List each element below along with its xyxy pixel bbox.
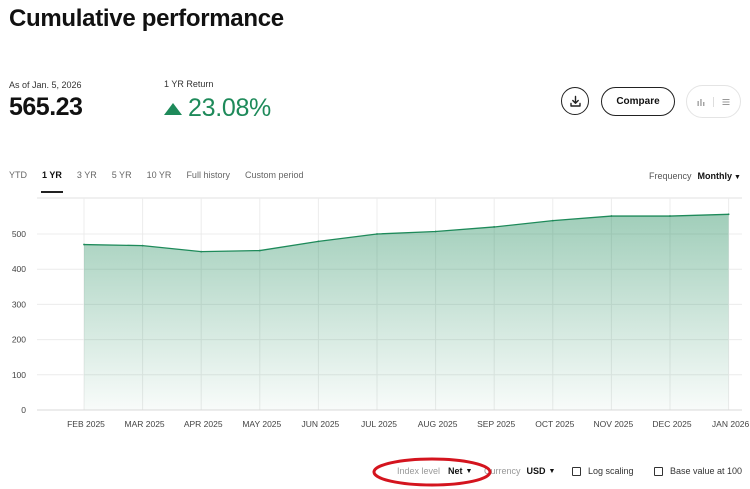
toggle-divider [713,96,714,107]
data-point [317,240,320,243]
x-tick-label: MAR 2025 [125,419,165,429]
currency-control[interactable]: Currency USD ▼ [484,466,555,476]
frequency-label: Frequency [649,171,692,181]
data-point [434,230,437,233]
y-tick-label: 100 [12,370,26,380]
tab-1-yr[interactable]: 1 YR [41,170,63,193]
tab-5-yr[interactable]: 5 YR [111,170,132,180]
view-toggle[interactable] [686,85,741,118]
currency-label: Currency [484,466,521,476]
data-point [493,226,496,228]
caret-down-icon: ▼ [734,174,741,181]
y-tick-label: 400 [12,264,26,274]
frequency-value: Monthly [697,171,733,181]
caret-down-icon: ▼ [465,467,473,475]
table-list-icon[interactable] [722,98,730,106]
data-point [669,215,671,217]
series-area [84,214,729,410]
index-level-control[interactable]: Index level Net ▼ [397,466,472,476]
log-scaling-checkbox[interactable] [572,466,581,476]
highlight-ellipse [372,457,492,487]
data-point [551,219,554,222]
x-tick-label: OCT 2025 [535,419,574,429]
period-tabs: YTD 1 YR 3 YR 5 YR 10 YR Full history Custom p… [9,170,318,193]
log-scaling-option[interactable]: Log scaling [572,466,634,476]
data-point [200,250,203,253]
return-value: 23.08% [188,94,271,122]
as-of-label: As of Jan. 5, 2026 [9,80,82,90]
frequency-control: Frequency Monthly ▼ [649,171,741,181]
x-tick-label: NOV 2025 [594,419,634,429]
y-tick-label: 0 [21,405,26,415]
x-tick-label: JAN 2026 [712,419,750,429]
x-tick-label: MAY 2025 [242,419,281,429]
y-tick-label: 300 [12,299,26,309]
data-point [141,244,144,247]
download-icon [569,95,581,107]
download-button[interactable] [561,87,589,115]
compare-button[interactable]: Compare [601,87,675,116]
tab-full-history[interactable]: Full history [186,170,230,180]
y-tick-label: 500 [12,229,26,239]
page-title: Cumulative performance [9,5,284,32]
x-tick-label: FEB 2025 [67,419,105,429]
tab-3-yr[interactable]: 3 YR [76,170,97,180]
data-point [83,243,85,246]
caret-down-icon: ▼ [548,467,556,475]
x-tick-label: DEC 2025 [652,419,691,429]
x-tick-label: SEP 2025 [477,419,515,429]
base-value-label: Base value at 100 [670,466,743,476]
index-value: 565.23 [9,93,83,121]
tab-ytd[interactable]: YTD [9,170,27,180]
x-tick-label: JUL 2025 [361,419,397,429]
series-line [83,213,729,253]
x-tick-label: AUG 2025 [418,419,458,429]
tab-10-yr[interactable]: 10 YR [146,170,172,180]
return-label: 1 YR Return [164,79,214,89]
index-level-value: Net [448,466,463,476]
tab-custom-period[interactable]: Custom period [244,170,304,180]
performance-chart: 0 100 200 300 400 500 FEB 2025 MAR 2025 APR 2025… [12,197,750,429]
bar-chart-icon[interactable] [697,98,705,106]
base-value-checkbox[interactable] [654,466,663,476]
log-scaling-label: Log scaling [588,466,634,476]
frequency-dropdown[interactable]: Monthly ▼ [698,171,741,181]
currency-value: USD [526,466,546,476]
data-point [258,249,261,252]
x-tick-label: APR 2025 [184,419,223,429]
index-level-label: Index level [397,466,441,476]
base-value-option[interactable]: Base value at 100 [654,466,742,476]
up-triangle-icon [164,103,182,115]
data-point [376,233,378,235]
data-point [727,213,730,216]
x-tick-label: JUN 2025 [301,419,339,429]
y-tick-label: 200 [12,335,26,345]
data-point [610,215,613,217]
return-display: 23.08% [164,94,271,123]
